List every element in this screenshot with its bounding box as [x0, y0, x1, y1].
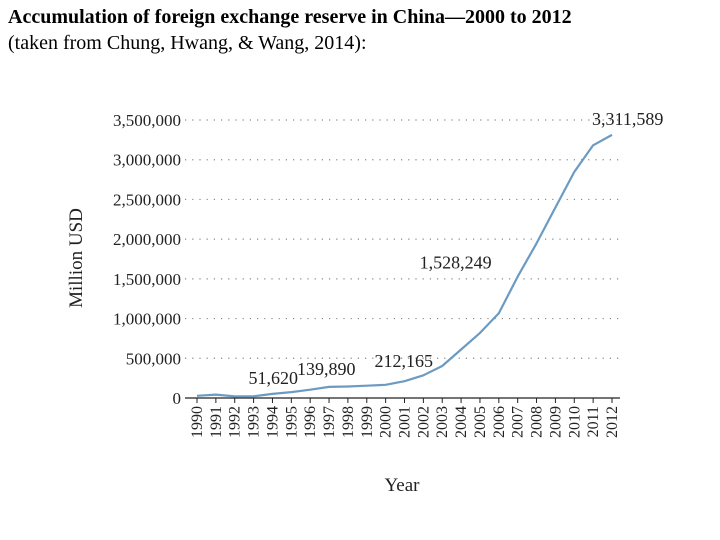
- x-tick-label: 1991: [208, 406, 225, 438]
- x-tick-label: 2012: [604, 406, 621, 438]
- y-tick-label: 2,500,000: [113, 190, 181, 209]
- label-layer: 51,620 139,890 212,165 1,528,249 3,311,589: [248, 109, 663, 388]
- page-subtitle: (taken from Chung, Hwang, & Wang, 2014):: [8, 32, 367, 54]
- grid-layer: [185, 119, 620, 359]
- y-tick-label: 2,000,000: [113, 230, 181, 249]
- data-label: 139,890: [297, 359, 356, 379]
- x-tick-label: 2003: [434, 406, 451, 438]
- x-tick-label: 2007: [510, 406, 527, 438]
- x-tick-label: 1994: [264, 406, 281, 438]
- x-tick-label: 1995: [283, 406, 300, 438]
- x-tick-label: 2004: [453, 406, 470, 438]
- x-tick-label: 1992: [227, 406, 244, 438]
- y-tick-label: 0: [173, 389, 182, 408]
- x-tick-label: 2010: [566, 406, 583, 438]
- axis-layer: 0 500,000 1,000,000 1,500,000 2,000,000 2,500…: [113, 111, 621, 438]
- y-tick-label: 500,000: [126, 349, 181, 368]
- x-tick-label: 1996: [302, 406, 319, 438]
- x-tick-label: 2009: [547, 406, 564, 438]
- x-tick-label: 1990: [189, 406, 206, 438]
- data-label: 3,311,589: [592, 109, 663, 129]
- data-label: 1,528,249: [420, 253, 492, 273]
- x-tick-label: 2008: [529, 406, 546, 438]
- x-tick-label: 1997: [321, 406, 338, 438]
- x-tick-label: 2000: [378, 406, 395, 438]
- y-axis-label: Million USD: [66, 208, 87, 308]
- y-tick-label: 3,000,000: [113, 151, 181, 170]
- x-axis-label: Year: [384, 475, 420, 496]
- x-tick-label: 2002: [415, 406, 432, 438]
- data-label: 212,165: [375, 351, 434, 371]
- data-label: 51,620: [248, 368, 297, 388]
- y-tick-label: 1,000,000: [113, 310, 181, 329]
- x-tick-label: 2011: [585, 406, 602, 437]
- x-tick-label: 2006: [491, 406, 508, 438]
- y-tick-label: 1,500,000: [113, 270, 181, 289]
- y-tick-label: 3,500,000: [113, 111, 181, 130]
- x-tick-label: 1993: [246, 406, 263, 438]
- title-block: Accumulation of foreign exchange reserve…: [8, 4, 712, 56]
- series-line: [196, 133, 613, 398]
- series-layer: [196, 133, 613, 398]
- x-tick-label: 1998: [340, 406, 357, 438]
- page-title: Accumulation of foreign exchange reserve…: [8, 6, 572, 28]
- x-tick-label: 2005: [472, 406, 489, 438]
- x-tick-label: 1999: [359, 406, 376, 438]
- x-tick-label: 2001: [397, 406, 414, 438]
